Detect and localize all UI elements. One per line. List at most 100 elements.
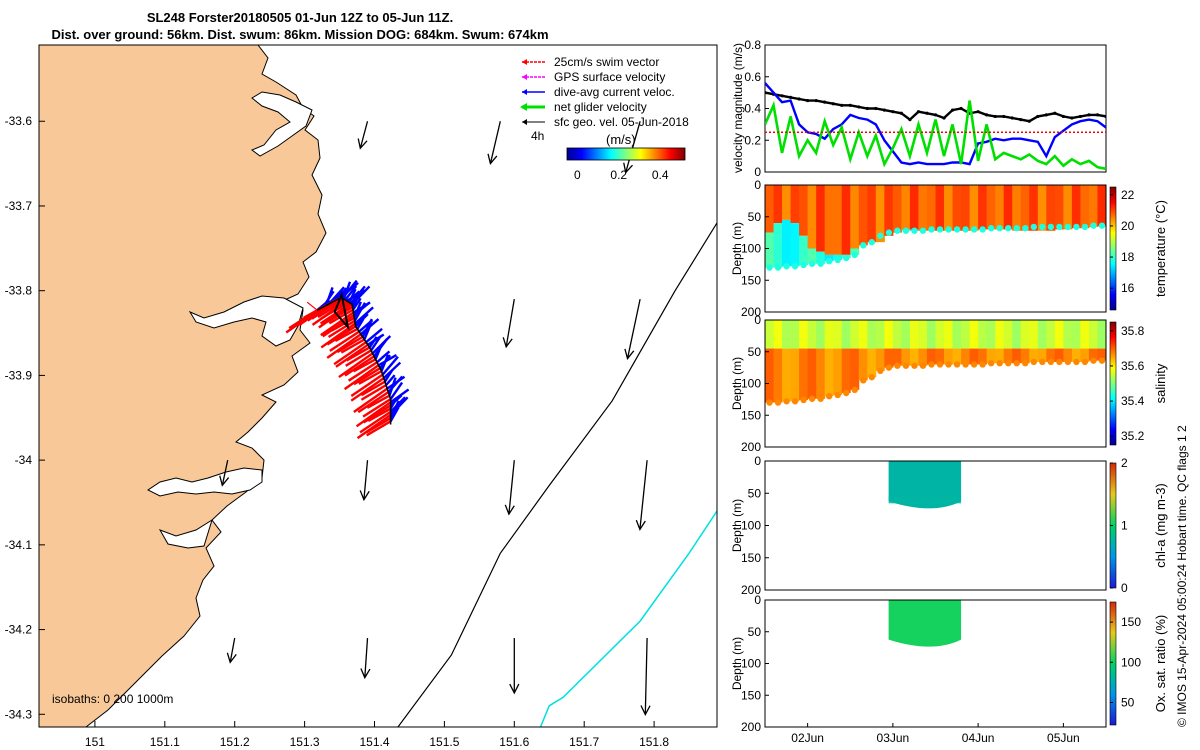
section-bottom-dot — [1056, 358, 1063, 366]
section-cell-upper — [1080, 320, 1090, 349]
current-vector — [348, 288, 357, 304]
section-cell-upper — [790, 185, 800, 224]
section-cell-upper — [1046, 320, 1056, 349]
section-cell-upper — [944, 320, 954, 349]
section-bottom-dot — [808, 260, 816, 267]
section-cell-upper — [824, 185, 834, 255]
section-bottom-dot — [877, 367, 884, 374]
section-cell-upper — [1029, 320, 1039, 349]
section-cell-lower — [1054, 348, 1064, 362]
section-cell-upper — [1071, 320, 1081, 349]
section-bottom-dot — [1081, 223, 1089, 231]
sfc-vector — [624, 299, 641, 360]
map-xtick-label: 151 — [85, 735, 105, 749]
chla-panel: 0 50 100 150 200 Depth (m) 0 1 2 chl-a (mg m-3) — [730, 454, 1168, 597]
section-colorbar-tick: 1 — [1121, 519, 1128, 533]
section-colorbar-tick: 2 — [1121, 456, 1128, 470]
swim-vector — [346, 346, 371, 362]
section-cell-lower — [995, 348, 1005, 364]
velocity-point — [1044, 113, 1048, 117]
section-bottom-dot — [860, 242, 867, 249]
section-colorbar-tick: 20 — [1121, 219, 1135, 233]
section-cell-upper — [978, 185, 988, 230]
current-vector — [389, 406, 400, 422]
section-cell-lower — [1012, 348, 1022, 364]
sfc-vector-shaft — [644, 638, 648, 715]
section-bottom-dot — [1064, 358, 1072, 366]
sfc-vector — [360, 637, 371, 680]
vel-ytick-label: 0.2 — [744, 133, 761, 147]
velocity-point — [985, 113, 989, 117]
sfc-vector-shaft — [359, 121, 369, 149]
section-ytick-label: 50 — [748, 486, 762, 500]
sfc-vector-shaft — [221, 459, 229, 486]
velocity-point — [1104, 114, 1106, 119]
section-cell-lower — [790, 223, 800, 267]
section-cell-lower — [1063, 348, 1073, 362]
swim-vector — [353, 367, 381, 386]
section-bottom-dot — [860, 377, 867, 384]
velocity-point — [848, 103, 852, 107]
section-cell-upper — [1054, 185, 1064, 230]
swim-vector — [358, 370, 383, 385]
swim-vector — [347, 361, 378, 382]
section-ytick-label: 50 — [748, 345, 762, 359]
section-bottom-dot — [1098, 357, 1106, 364]
section-bottom-dot — [1039, 358, 1046, 366]
sfc-vector — [502, 299, 515, 349]
sfc-vector-shaft — [505, 299, 515, 347]
section-ytick-label: 0 — [754, 178, 761, 192]
section-bottom-dot — [843, 254, 850, 262]
vel-ytick-label: 0.8 — [744, 38, 761, 52]
section-bottom-dot — [1005, 224, 1012, 232]
swim-vector — [331, 316, 355, 332]
section-cell-lower — [773, 348, 783, 403]
section-colorbar-label: chl-a (mg m-3) — [1153, 483, 1168, 568]
velocity-series-line — [765, 82, 1106, 166]
section-ytick-label: 150 — [741, 688, 761, 702]
swim-vector — [338, 352, 374, 379]
section-ytick-label: 200 — [741, 720, 761, 734]
velocity-point — [806, 98, 810, 103]
velocity-point — [1087, 113, 1091, 117]
section-cell-lower — [1088, 348, 1098, 361]
isobaths-label: isobaths: 0 200 1000m — [52, 692, 173, 706]
sfc-vector-head — [640, 705, 651, 716]
swim-vector — [335, 343, 369, 368]
sfc-vector-shaft — [364, 637, 369, 678]
swim-vector — [327, 319, 356, 339]
section-bottom-dot — [1073, 358, 1080, 366]
sfc-vector-head — [509, 683, 520, 695]
legend-scale-label: 4h — [531, 129, 544, 143]
section-cell-upper — [1029, 185, 1039, 231]
section-cell-upper — [875, 320, 885, 349]
section-colorbar — [1109, 601, 1117, 726]
land-polygon — [39, 45, 327, 727]
swim-vector — [362, 398, 392, 418]
current-vector — [352, 297, 362, 311]
section-bottom-dot — [825, 258, 833, 265]
velocity-point — [950, 108, 955, 112]
velocity-point — [993, 114, 997, 119]
map-colorbar — [566, 147, 686, 161]
current-vector — [356, 318, 365, 330]
section-cell-lower — [1080, 348, 1090, 362]
swim-vector — [350, 377, 385, 402]
swim-vector — [329, 330, 360, 352]
velocity-point — [765, 91, 767, 95]
section-xtick-label: 03Jun — [877, 731, 910, 745]
section-bottom-dot — [970, 361, 978, 368]
section-bottom-dot — [885, 364, 893, 371]
legend-swim-arrow — [522, 59, 527, 65]
sfc-vector-shaft — [626, 299, 641, 359]
section-cell-upper — [909, 185, 919, 230]
section-low-band — [888, 495, 962, 504]
map-colorbar-tick: 0 — [574, 168, 581, 182]
velocity-point — [891, 110, 895, 114]
velocity-point — [1027, 119, 1031, 123]
section-cell-upper — [1097, 320, 1107, 349]
section-cell-upper — [875, 185, 885, 243]
sfc-vector-shaft — [639, 460, 648, 530]
velocity-point — [916, 110, 921, 114]
section-colorbar-label: Ox. sat. ratio (%) — [1153, 615, 1168, 713]
